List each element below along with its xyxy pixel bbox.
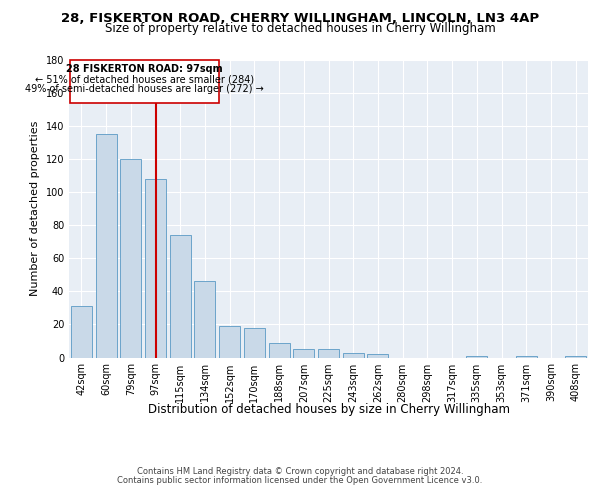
Text: ← 51% of detached houses are smaller (284): ← 51% of detached houses are smaller (28… bbox=[35, 74, 254, 84]
Bar bbox=[71, 306, 92, 358]
Bar bbox=[293, 349, 314, 358]
Bar bbox=[145, 179, 166, 358]
Bar bbox=[343, 352, 364, 358]
Bar bbox=[194, 282, 215, 358]
FancyBboxPatch shape bbox=[70, 60, 218, 103]
Text: 28, FISKERTON ROAD, CHERRY WILLINGHAM, LINCOLN, LN3 4AP: 28, FISKERTON ROAD, CHERRY WILLINGHAM, L… bbox=[61, 12, 539, 26]
Bar bbox=[269, 342, 290, 357]
Bar bbox=[170, 235, 191, 358]
Y-axis label: Number of detached properties: Number of detached properties bbox=[30, 121, 40, 296]
Text: 28 FISKERTON ROAD: 97sqm: 28 FISKERTON ROAD: 97sqm bbox=[66, 64, 223, 74]
Bar bbox=[516, 356, 537, 358]
Bar bbox=[95, 134, 116, 358]
Bar bbox=[367, 354, 388, 358]
Bar bbox=[219, 326, 240, 358]
Text: Contains HM Land Registry data © Crown copyright and database right 2024.: Contains HM Land Registry data © Crown c… bbox=[137, 468, 463, 476]
Bar bbox=[565, 356, 586, 358]
Text: Contains public sector information licensed under the Open Government Licence v3: Contains public sector information licen… bbox=[118, 476, 482, 485]
Bar bbox=[244, 328, 265, 358]
Text: 49% of semi-detached houses are larger (272) →: 49% of semi-detached houses are larger (… bbox=[25, 84, 264, 94]
Text: Distribution of detached houses by size in Cherry Willingham: Distribution of detached houses by size … bbox=[148, 402, 510, 415]
Bar bbox=[120, 159, 141, 358]
Bar bbox=[466, 356, 487, 358]
Text: Size of property relative to detached houses in Cherry Willingham: Size of property relative to detached ho… bbox=[104, 22, 496, 35]
Bar bbox=[318, 349, 339, 358]
